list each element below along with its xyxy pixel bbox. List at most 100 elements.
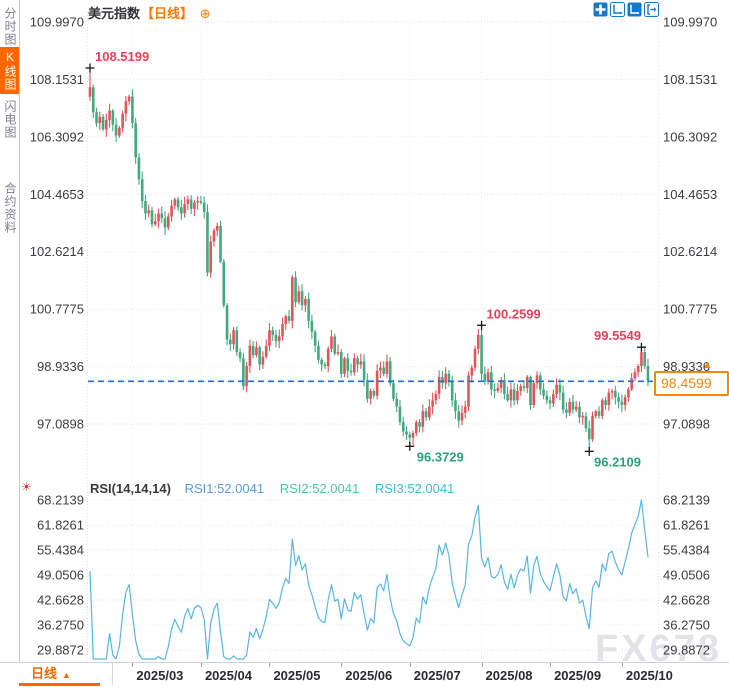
candle-body: [388, 361, 392, 384]
price-y-label-left: 102.6214: [30, 244, 84, 259]
candle-body: [385, 361, 389, 374]
candle-body: [496, 387, 500, 391]
candle-body: [176, 199, 180, 208]
candle-body: [558, 384, 562, 393]
candle-body: [473, 348, 477, 368]
triangle-up-icon: ▲: [702, 359, 713, 371]
pan-exit-icon[interactable]: [644, 2, 659, 17]
candle-body: [375, 370, 379, 396]
candle-body: [313, 331, 317, 346]
candle-body: [88, 87, 92, 97]
price-y-label-left: 104.4653: [30, 187, 84, 202]
sidebar-item-contract-info[interactable]: 合约资料: [3, 182, 17, 234]
candle-body: [561, 392, 565, 410]
candle-body: [486, 372, 490, 382]
x-axis-label: 2025/03: [136, 668, 184, 683]
candle-body: [287, 316, 291, 321]
x-axis-tick: [481, 663, 483, 667]
rsi-y-label-left: 68.2139: [37, 493, 84, 508]
circle-plus-icon[interactable]: ⊕: [199, 6, 211, 21]
rsi-y-label-right: 36.2750: [663, 617, 710, 632]
axis-range-active-icon[interactable]: [627, 2, 642, 17]
chart-canvas[interactable]: 109.9970 109.9970 108.1531 108.1531 106.3092…: [0, 0, 729, 662]
candle-body: [300, 291, 304, 306]
rsi1-value: RSI1:52.0041: [184, 481, 265, 496]
candle-body: [503, 380, 506, 395]
candle-body: [183, 204, 186, 214]
sidebar-item-kline[interactable]: K线图: [0, 47, 19, 94]
candle-body: [574, 406, 578, 410]
candle-body: [189, 199, 193, 209]
candle-body: [209, 241, 213, 273]
candle-body: [150, 210, 154, 225]
candle-body: [167, 216, 170, 228]
candle-body: [248, 345, 252, 367]
chart-toolbar: [593, 2, 659, 17]
candle-body: [493, 389, 496, 391]
current-price-tag: 98.4599: [654, 371, 729, 396]
x-axis-tick: [409, 663, 411, 667]
crosshair-icon[interactable]: [593, 2, 608, 17]
price-y-label-left: 97.0898: [37, 417, 84, 432]
rsi-y-label-right: 29.8872: [663, 643, 710, 658]
period-selector[interactable]: 日线 ▲: [19, 663, 113, 685]
candle-body: [630, 378, 633, 390]
x-axis-label: 2025/07: [413, 668, 461, 683]
candle-body: [408, 434, 412, 438]
rsi3-value: RSI3:52.0041: [374, 481, 455, 496]
candle-body: [392, 383, 395, 399]
candle-body: [215, 225, 219, 231]
x-axis-bar: 日线 ▲ 2025/03 2025/04 2025/05 2025/06 2025/07 2…: [0, 662, 729, 688]
candle-body: [134, 123, 137, 158]
high-price-annotation: 108.5199: [95, 49, 149, 64]
candle-body: [196, 200, 199, 203]
x-axis-label: 2025/06: [345, 668, 393, 683]
candle-body: [251, 345, 255, 356]
sidebar-item-lightning[interactable]: 闪电图: [3, 100, 17, 139]
candle-body: [277, 336, 281, 342]
candle-body: [323, 364, 327, 367]
candle-body: [568, 401, 571, 413]
candle-body: [281, 324, 284, 337]
candle-body: [447, 373, 451, 382]
candle-body: [522, 386, 526, 388]
x-axis-tick: [341, 663, 343, 667]
price-y-label-right: 98.9336: [663, 359, 710, 374]
candle-body: [636, 366, 640, 373]
candle-body: [405, 431, 408, 435]
main-plot-area[interactable]: [88, 12, 653, 470]
candle-body: [170, 205, 173, 217]
candle-body: [535, 375, 539, 384]
candle-body: [424, 411, 428, 418]
rsi-y-label-left: 29.8872: [37, 643, 84, 658]
chart-title: 美元指数【日线】 ⊕: [88, 3, 211, 22]
rsi-y-label-right: 42.6628: [663, 592, 710, 607]
candle-body: [401, 422, 405, 432]
price-y-label-right: 109.9970: [663, 15, 717, 30]
candle-body: [548, 400, 552, 404]
candle-body: [444, 373, 447, 384]
candle-body: [610, 390, 614, 393]
sidebar: 分时图 K线图 闪电图 合约资料: [0, 0, 20, 662]
candle-body: [114, 124, 118, 136]
candle-body: [105, 120, 108, 130]
rsi-y-label-right: 68.2139: [663, 493, 710, 508]
candle-body: [483, 373, 487, 382]
candle-body: [499, 380, 503, 388]
axis-range-icon[interactable]: [610, 2, 625, 17]
sidebar-item-timeshare[interactable]: 分时图: [3, 7, 17, 46]
candle-body: [620, 401, 624, 405]
candle-body: [565, 409, 568, 413]
candle-body: [336, 352, 340, 354]
candle-body: [121, 113, 124, 128]
price-y-label-right: 108.1531: [663, 72, 717, 87]
candle-body: [101, 116, 105, 130]
price-y-label-right: 102.6214: [663, 244, 717, 259]
candle-body: [264, 345, 268, 357]
candle-body: [353, 358, 356, 373]
candle-body: [454, 400, 457, 412]
rsi-plot-area[interactable]: [88, 493, 653, 659]
candle-body: [317, 345, 320, 360]
candle-body: [633, 372, 637, 379]
indicator-settings-icon[interactable]: ☀: [21, 480, 32, 494]
